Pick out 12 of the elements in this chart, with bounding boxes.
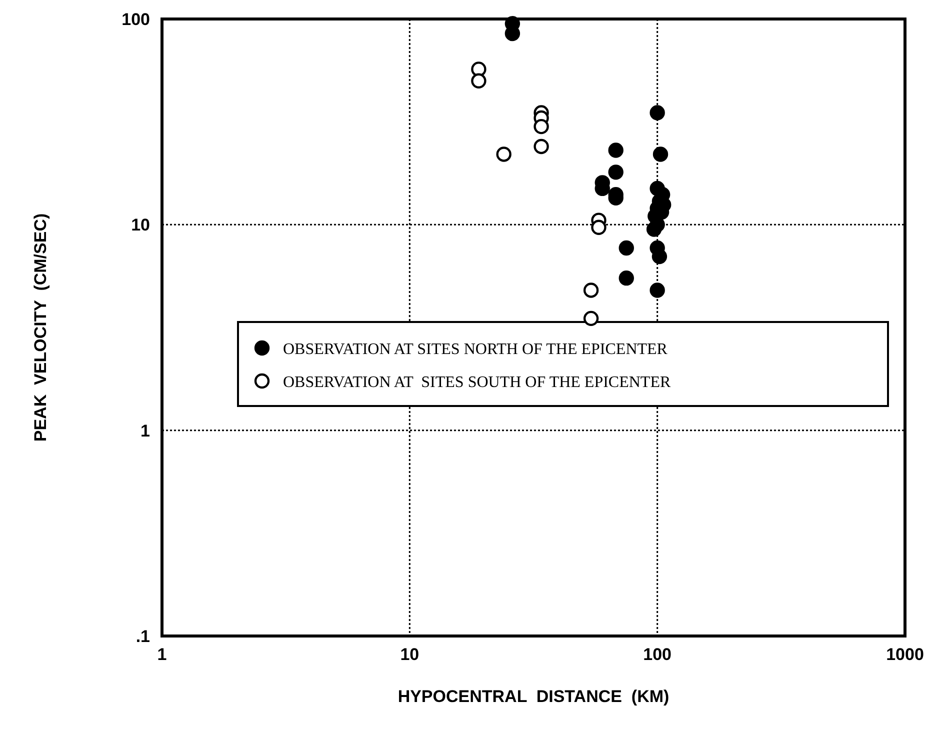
y-tick-label: 10 bbox=[131, 216, 150, 235]
y-axis-title: PEAK VELOCITY (CM/SEC) bbox=[31, 213, 50, 442]
x-tick-label: 1 bbox=[157, 645, 167, 664]
y-tick-label: .1 bbox=[136, 627, 150, 646]
x-axis-title: HYPOCENTRAL DISTANCE (KM) bbox=[398, 687, 670, 706]
y-tick-label: 1 bbox=[140, 421, 150, 440]
legend-label: OBSERVATION AT SITES SOUTH OF THE EPICENTER bbox=[283, 374, 671, 391]
y-tick-label: 100 bbox=[122, 10, 150, 29]
x-tick-label: 1000 bbox=[886, 645, 924, 664]
legend-label: OBSERVATION AT SITES NORTH OF THE EPICENTER bbox=[283, 341, 668, 358]
x-tick-label: 10 bbox=[400, 645, 420, 664]
x-tick-label: 100 bbox=[643, 645, 672, 664]
